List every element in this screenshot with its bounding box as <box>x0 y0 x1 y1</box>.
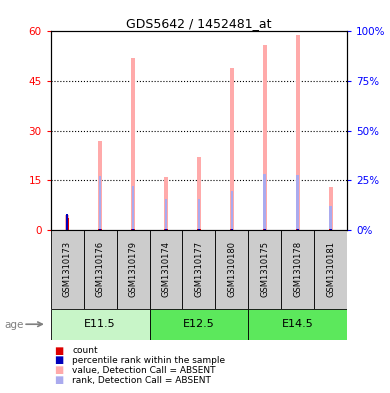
Bar <box>329 229 332 230</box>
Bar <box>51 309 149 340</box>
Bar <box>296 35 300 230</box>
Bar <box>248 309 347 340</box>
Text: E14.5: E14.5 <box>282 319 314 329</box>
Bar <box>164 177 168 230</box>
Bar <box>66 214 69 230</box>
Bar <box>98 141 102 230</box>
Bar <box>132 229 134 230</box>
Bar <box>263 229 266 230</box>
Text: GSM1310175: GSM1310175 <box>260 241 269 297</box>
Bar <box>98 229 102 230</box>
Bar <box>215 230 248 309</box>
Bar <box>183 230 215 309</box>
Bar <box>99 229 101 230</box>
Text: GSM1310178: GSM1310178 <box>293 241 302 297</box>
Text: ■: ■ <box>55 375 64 385</box>
Bar <box>149 230 183 309</box>
Bar <box>297 229 299 230</box>
Bar <box>248 230 281 309</box>
Bar <box>149 309 248 340</box>
Text: GSM1310181: GSM1310181 <box>326 241 335 297</box>
Bar <box>281 230 314 309</box>
Bar <box>230 68 234 230</box>
Bar <box>329 206 332 230</box>
Bar <box>264 174 266 230</box>
Bar <box>231 229 233 230</box>
Text: percentile rank within the sample: percentile rank within the sample <box>72 356 225 365</box>
Text: E11.5: E11.5 <box>84 319 116 329</box>
Bar <box>83 230 117 309</box>
Bar <box>264 229 266 230</box>
Bar <box>131 58 135 230</box>
Bar <box>198 199 200 230</box>
Text: ■: ■ <box>55 355 64 365</box>
Text: GSM1310179: GSM1310179 <box>129 241 138 297</box>
Text: GSM1310173: GSM1310173 <box>63 241 72 297</box>
Text: value, Detection Call = ABSENT: value, Detection Call = ABSENT <box>72 366 216 375</box>
Text: GSM1310177: GSM1310177 <box>194 241 204 297</box>
Bar <box>132 186 134 230</box>
Text: count: count <box>72 346 98 355</box>
Bar <box>198 229 200 230</box>
Bar <box>330 229 332 230</box>
Bar <box>197 229 200 230</box>
Bar <box>314 230 347 309</box>
Bar <box>165 229 167 230</box>
Text: GSM1310174: GSM1310174 <box>161 241 170 297</box>
Bar <box>296 229 300 230</box>
Text: rank, Detection Call = ABSENT: rank, Detection Call = ABSENT <box>72 376 211 384</box>
Bar <box>164 229 168 230</box>
Bar <box>66 219 69 230</box>
Bar <box>117 230 149 309</box>
Bar <box>51 230 83 309</box>
Bar <box>329 187 333 230</box>
Text: age: age <box>4 320 23 331</box>
Text: GSM1310176: GSM1310176 <box>96 241 105 297</box>
Text: ■: ■ <box>55 345 64 356</box>
Text: GSM1310180: GSM1310180 <box>227 241 236 297</box>
Bar <box>197 157 201 230</box>
Bar <box>131 229 135 230</box>
Bar <box>230 191 233 230</box>
Text: ■: ■ <box>55 365 64 375</box>
Bar <box>99 176 101 230</box>
Bar <box>230 229 234 230</box>
Text: E12.5: E12.5 <box>183 319 215 329</box>
Bar <box>263 45 267 230</box>
Title: GDS5642 / 1452481_at: GDS5642 / 1452481_at <box>126 17 272 30</box>
Bar <box>296 175 299 230</box>
Bar <box>165 199 167 230</box>
Bar <box>65 215 69 230</box>
Bar <box>66 214 68 230</box>
